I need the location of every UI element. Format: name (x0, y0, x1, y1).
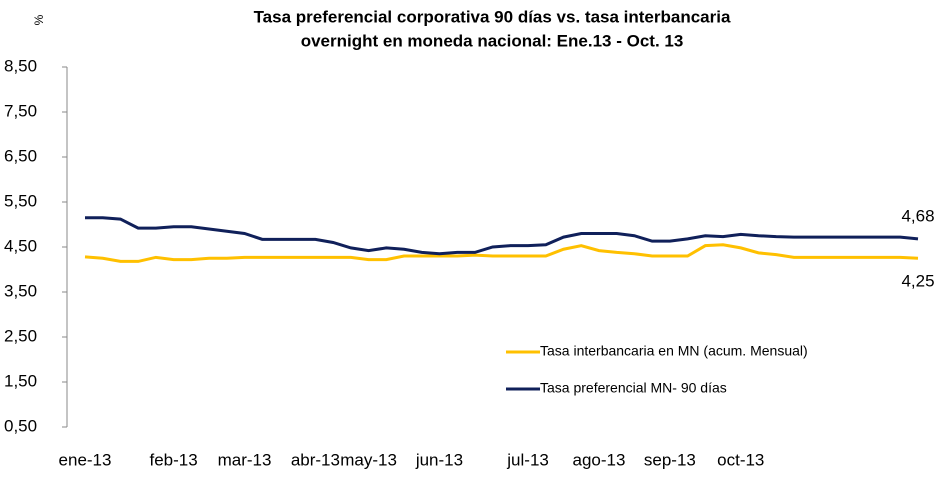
y-tick-label: 2,50 (4, 326, 37, 345)
end-label: 4,25 (901, 272, 934, 291)
x-tick-label: mar-13 (218, 450, 272, 469)
x-tick-label: ene-13 (59, 450, 112, 469)
y-tick-label: 6,50 (4, 146, 37, 165)
y-tick-label: 0,50 (4, 416, 37, 435)
x-tick-label: ago-13 (573, 450, 626, 469)
legend-label: Tasa preferencial MN- 90 días (540, 380, 727, 396)
y-axis-label: % (32, 14, 46, 25)
legend-label: Tasa interbancaria en MN (acum. Mensual) (540, 343, 808, 359)
y-tick-label: 1,50 (4, 371, 37, 390)
x-tick-label: jul-13 (506, 450, 549, 469)
x-tick-label: abr-13 (291, 450, 340, 469)
y-tick-label: 3,50 (4, 281, 37, 300)
series-line (84, 243, 919, 263)
chart-title: overnight en moneda nacional: Ene.13 - O… (301, 31, 684, 50)
y-tick-label: 4,50 (4, 236, 37, 255)
series-line (85, 216, 919, 256)
x-tick-label: may-13 (340, 450, 397, 469)
end-label: 4,68 (901, 206, 934, 225)
x-tick-label: jun-13 (415, 450, 463, 469)
chart-title: Tasa preferencial corporativa 90 días vs… (254, 7, 731, 26)
x-tick-label: oct-13 (717, 450, 764, 469)
y-tick-label: 5,50 (4, 191, 37, 210)
y-tick-label: 8,50 (4, 56, 37, 75)
x-tick-label: feb-13 (150, 450, 198, 469)
x-tick-label: sep-13 (644, 450, 696, 469)
y-tick-label: 7,50 (4, 101, 37, 120)
